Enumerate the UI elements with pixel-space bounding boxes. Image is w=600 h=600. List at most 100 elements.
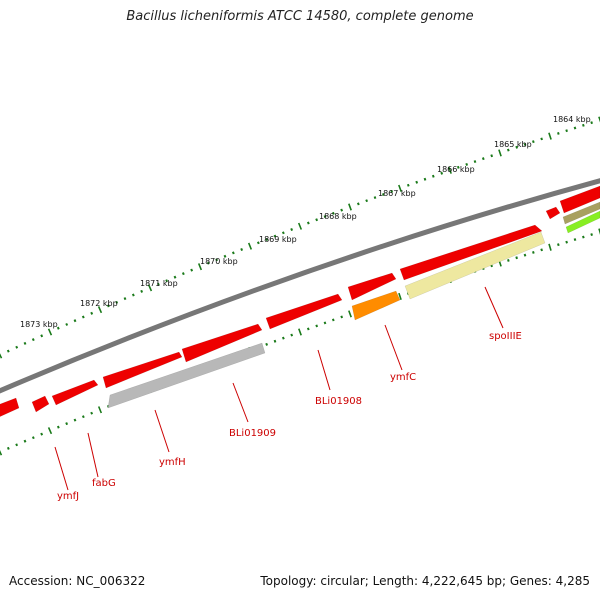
gene-leader-line (484, 286, 504, 329)
outer-tick-mark (165, 279, 169, 283)
inner-tick-mark (281, 336, 285, 340)
outer-tick-mark (206, 261, 210, 265)
outer-tick-mark (582, 123, 585, 127)
inner-tick-mark (398, 292, 402, 301)
gene-arrow[interactable] (31, 395, 50, 413)
outer-tick-mark (373, 196, 377, 200)
outer-tick-mark (448, 166, 452, 174)
outer-tick-mark (506, 148, 510, 152)
gene-label-fabg[interactable]: fabG (92, 478, 116, 489)
position-label: 1865 kbp (494, 140, 532, 149)
inner-tick-mark (340, 315, 344, 319)
outer-tick-mark (256, 241, 260, 245)
gene-arrow[interactable] (559, 185, 600, 214)
outer-tick-mark (490, 154, 494, 158)
inner-tick-mark (290, 333, 294, 337)
outer-tick-mark (15, 345, 19, 349)
inner-tick-mark (273, 339, 277, 343)
outer-tick-mark (247, 242, 253, 250)
inner-tick-mark (40, 432, 44, 436)
outer-tick-mark (56, 326, 60, 330)
gene-leader-line (384, 324, 403, 371)
inner-tick-mark (582, 235, 585, 239)
inner-tick-mark (31, 436, 35, 440)
gene-arrow[interactable] (0, 397, 20, 418)
gene-arrow[interactable] (545, 206, 561, 220)
gene-label-ymfj[interactable]: ymfJ (57, 491, 79, 502)
outer-tick-mark (523, 142, 527, 146)
inner-tick-mark (265, 342, 269, 346)
outer-tick-mark (415, 180, 419, 184)
position-labels: 1864 kbp 1865 kbp 1866 kbp 1867 kbp 1868 kbp… (20, 115, 591, 329)
outer-tick-mark (106, 304, 110, 308)
outer-tick-mark (290, 228, 294, 231)
outer-tick-mark (323, 215, 327, 219)
outer-tick-mark (156, 282, 160, 286)
outer-tick-mark (173, 275, 177, 279)
outer-tick-mark (398, 184, 402, 192)
gene-leader-lines (54, 286, 504, 491)
inner-tick-mark (298, 328, 302, 336)
outer-tick-mark (590, 121, 593, 125)
position-label: 1872 kbp (80, 299, 118, 308)
outer-tick-mark (123, 297, 127, 301)
inner-tick-mark (81, 415, 85, 419)
outer-tick-mark (331, 211, 335, 215)
gene-label-bli01908[interactable]: BLi01908 (315, 396, 362, 407)
gene-leader-line (87, 432, 99, 478)
inner-tick-mark (315, 324, 319, 328)
outer-tick-mark (532, 140, 535, 144)
outer-tick-mark (431, 174, 435, 178)
gene-arrow[interactable] (404, 231, 546, 300)
gene-arrow[interactable] (562, 201, 600, 225)
gene-arrow[interactable] (102, 351, 183, 389)
gene-arrow[interactable] (565, 210, 600, 234)
outer-tick-mark (315, 218, 319, 222)
gene-arrow[interactable] (351, 290, 401, 321)
inner-tick-mark (47, 427, 53, 435)
inner-tick-mark (65, 422, 69, 426)
outer-tick-mark (473, 160, 477, 164)
gene-arrow[interactable] (347, 272, 397, 301)
outer-tick-mark (548, 132, 552, 140)
gene-arrow[interactable] (181, 323, 263, 363)
gene-arrow[interactable] (107, 342, 266, 409)
gene-label-ymfh[interactable]: ymfH (159, 457, 186, 468)
inner-tick-mark (548, 243, 552, 251)
inner-tick-mark (348, 310, 352, 318)
inner-tick-mark (557, 243, 560, 247)
outer-tick-mark (90, 311, 94, 315)
outer-tick-mark (23, 341, 27, 345)
outer-tick-mark (515, 145, 519, 149)
gene-arrow[interactable] (51, 379, 99, 406)
outer-tick-mark (65, 322, 69, 326)
outer-tick-mark (240, 248, 244, 251)
outer-tick-mark (598, 116, 600, 123)
outer-tick-mark (465, 162, 469, 166)
position-label: 1864 kbp (553, 115, 591, 124)
inner-tick-mark (590, 233, 593, 236)
gene-arrow[interactable] (399, 224, 543, 281)
outer-tick-mark (557, 132, 560, 135)
genome-backbone (0, 178, 600, 394)
gene-label-spoiiie[interactable]: spoIIIE (489, 331, 522, 342)
map-title: Bacillus licheniformis ATCC 14580, compl… (126, 9, 474, 24)
outer-tick-mark (406, 183, 410, 187)
position-label: 1870 kbp (200, 257, 238, 266)
gene-arrow[interactable] (265, 293, 343, 330)
outer-tick-mark (115, 300, 119, 304)
inner-tick-mark (331, 318, 335, 322)
inner-tick-mark (0, 450, 3, 456)
position-label: 1868 kbp (319, 212, 357, 221)
gene-label-bli01909[interactable]: BLi01909 (229, 428, 276, 439)
inner-tick-mark (565, 240, 568, 244)
outer-tick-mark (81, 315, 85, 319)
position-label: 1867 kbp (378, 189, 416, 198)
inner-tick-mark (515, 256, 518, 260)
gene-label-ymfc[interactable]: ymfC (390, 372, 416, 383)
outer-tick-mark (231, 251, 235, 255)
outer-tick-mark (265, 237, 269, 241)
outer-tick-mark (423, 177, 427, 181)
inner-tick-mark (90, 411, 94, 415)
